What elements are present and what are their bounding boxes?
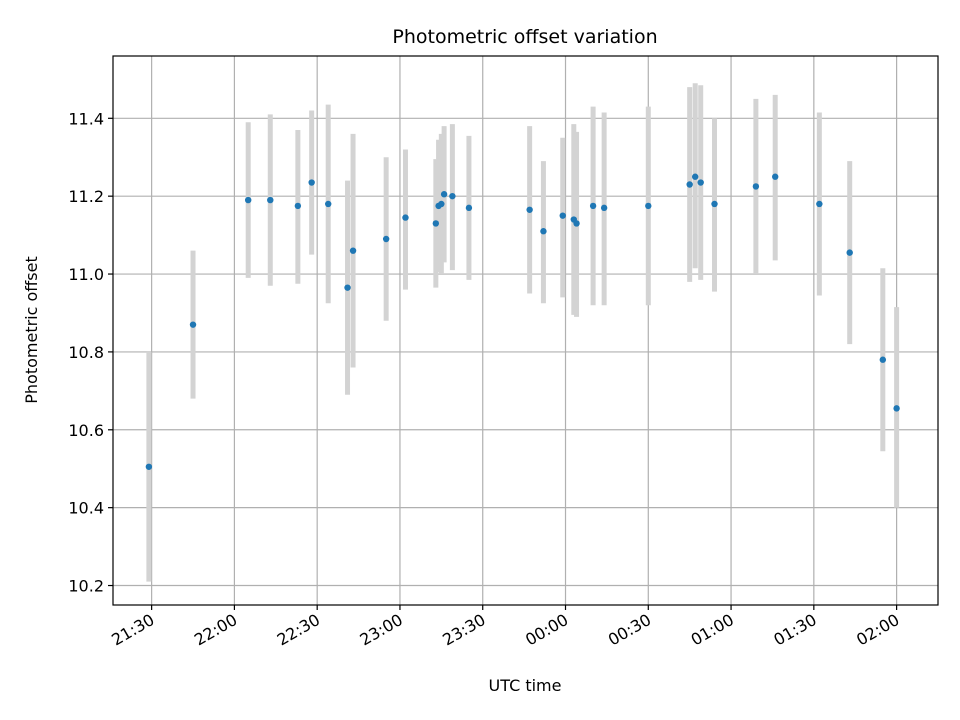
data-point: [245, 196, 252, 204]
data-point: [294, 202, 302, 210]
data-point: [691, 173, 699, 180]
data-point: [893, 405, 900, 412]
data-point: [344, 284, 351, 291]
data-point: [308, 179, 315, 186]
data-point: [438, 200, 445, 208]
data-point: [540, 228, 547, 235]
data-point: [449, 192, 456, 200]
data-point: [879, 356, 887, 363]
y-tick-label: 11.0: [68, 265, 104, 284]
data-point: [711, 200, 718, 208]
data-point: [526, 206, 533, 213]
data-point: [349, 247, 357, 254]
data-point: [752, 183, 760, 190]
y-tick-label: 11.2: [68, 187, 104, 206]
data-point: [686, 181, 693, 188]
y-tick-label: 10.4: [68, 499, 104, 518]
plot-frame: [112, 55, 939, 606]
data-point: [145, 463, 153, 470]
data-point: [600, 204, 608, 212]
data-point: [772, 173, 779, 180]
data-point: [402, 214, 409, 221]
data-point: [559, 212, 566, 219]
data-point: [816, 200, 823, 208]
data-point: [267, 196, 274, 204]
y-axis-label: Photometric offset: [22, 256, 41, 404]
chart-title: Photometric offset variation: [392, 26, 657, 48]
data-point: [846, 249, 853, 256]
y-axis-ticks: 10.2 10.4 10.6 10.8 11.0 11.2 11.4: [68, 109, 113, 596]
y-tick-label: 10.8: [68, 343, 104, 362]
data-point: [440, 191, 448, 198]
data-point: [432, 220, 440, 227]
data-point: [573, 220, 580, 227]
y-tick-label: 10.2: [68, 577, 104, 596]
data-point: [645, 202, 652, 210]
data-points: [145, 173, 900, 470]
data-point: [325, 200, 332, 208]
data-point: [465, 204, 473, 212]
y-tick-label: 10.6: [68, 421, 104, 440]
y-tick-label: 11.4: [68, 109, 104, 128]
data-point: [697, 179, 704, 186]
data-point: [189, 321, 197, 328]
data-point: [589, 202, 597, 210]
data-point: [382, 235, 390, 243]
x-axis-label: UTC time: [489, 676, 562, 695]
